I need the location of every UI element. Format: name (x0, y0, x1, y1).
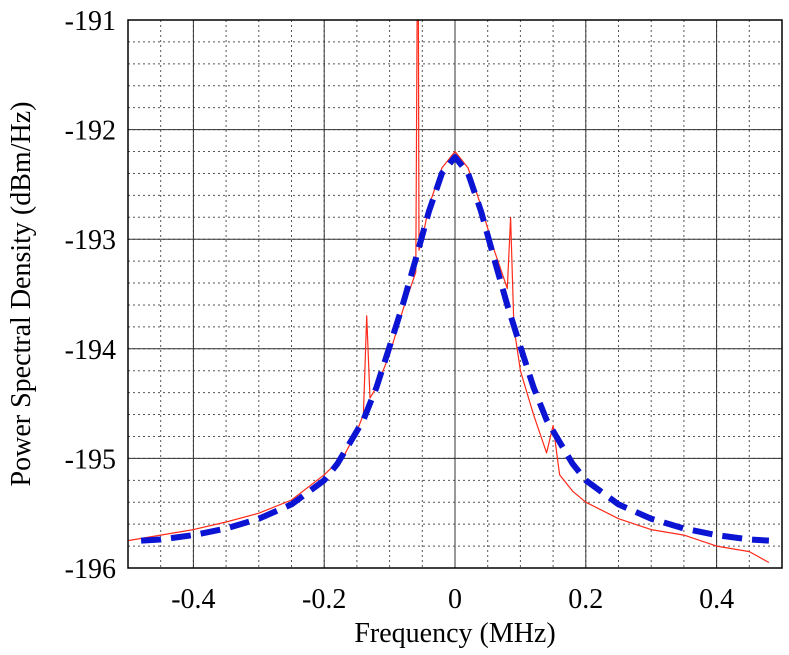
x-tick-label: 0 (448, 584, 462, 615)
x-tick-label: 0.4 (699, 584, 734, 615)
y-tick-label: -194 (65, 335, 116, 366)
series-line-1 (127, 19, 770, 564)
y-axis-title: Power Spectral Density (dBm/Hz) (6, 102, 37, 487)
x-tick-label: -0.4 (171, 584, 215, 615)
y-tick-label: -193 (65, 225, 116, 256)
x-tick-label: -0.2 (302, 584, 346, 615)
y-tick-label: -191 (65, 6, 116, 37)
plot-frame (127, 19, 783, 569)
series-line-2 (140, 154, 770, 544)
y-tick-label: -195 (65, 444, 116, 475)
y-tick-labels: -196 -195 -194 -193 -192 -191 (65, 6, 116, 585)
x-tick-labels: -0.4 -0.2 0 0.2 0.4 (171, 584, 734, 615)
y-tick-label: -192 (65, 116, 116, 147)
x-tick-label: 0.2 (568, 584, 603, 615)
x-axis-title: Frequency (MHz) (354, 618, 555, 649)
y-tick-label: -196 (65, 554, 116, 585)
series-layer (127, 19, 770, 564)
